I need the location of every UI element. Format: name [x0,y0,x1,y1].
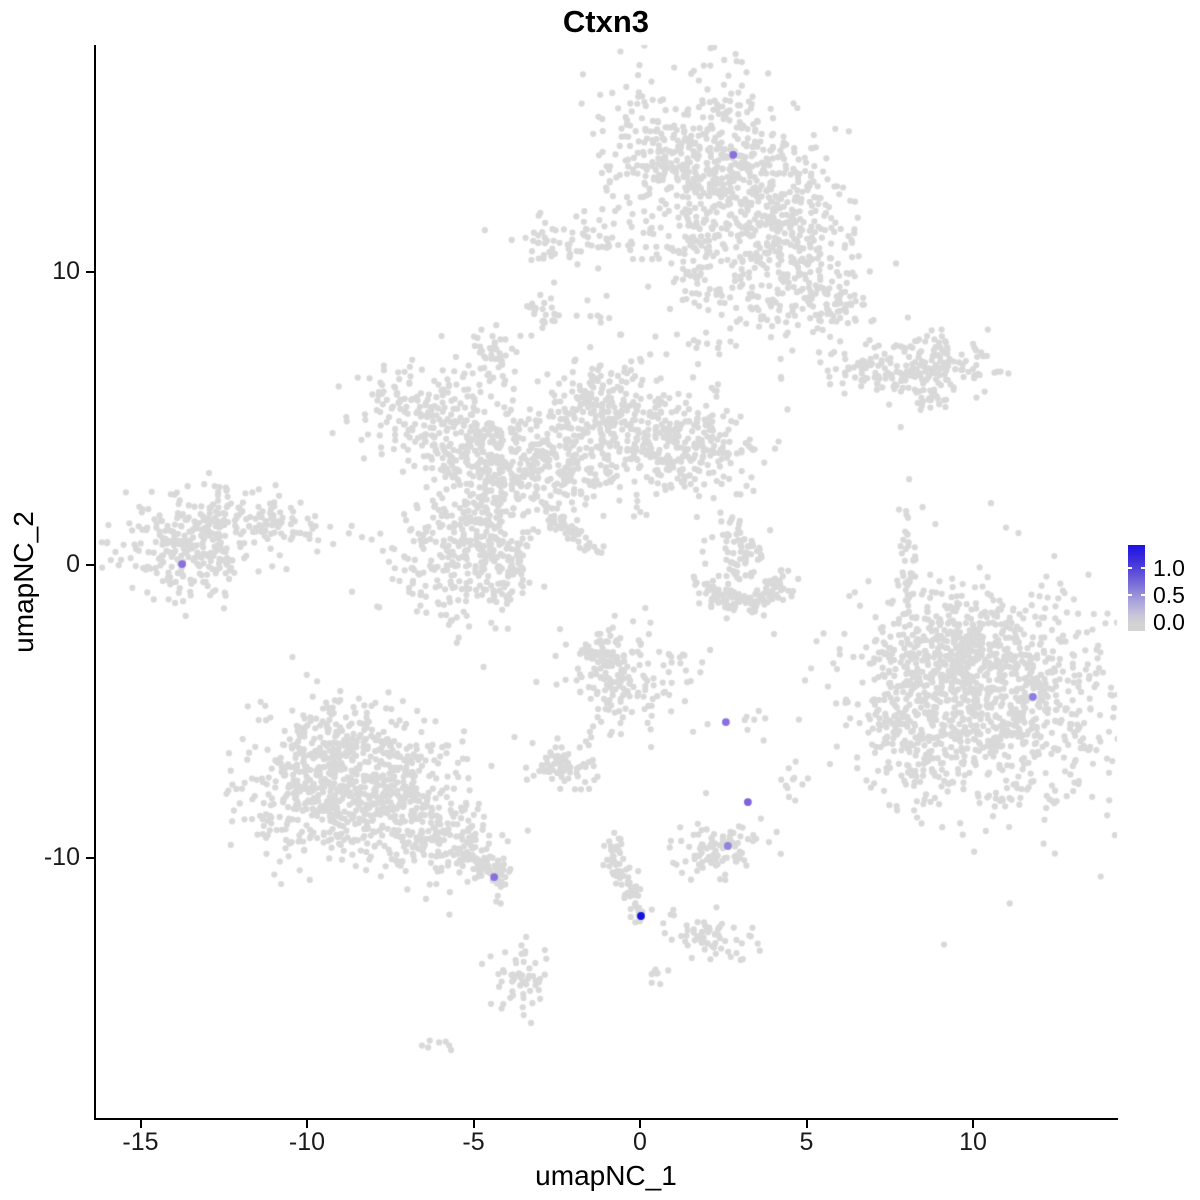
y-tick-label: 0 [66,550,80,578]
y-tick-mark [86,271,94,273]
legend-label-mid: 0.5 [1153,582,1185,608]
x-tick-mark [472,1120,475,1128]
x-tick-label: 5 [799,1128,814,1156]
legend-label-high: 1.0 [1153,555,1185,581]
x-axis-line [94,1118,1118,1120]
legend-tick [1141,594,1145,596]
legend-tick [1141,567,1145,569]
y-tick-mark [86,564,94,566]
legend-label-low: 0.0 [1153,609,1185,635]
y-tick-label: -10 [43,843,80,871]
expression-legend: 1.0 0.5 0.0 [1128,545,1200,637]
legend-tick [1128,594,1132,596]
x-axis-title: umapNC_1 [535,1160,677,1191]
y-tick-label: 10 [52,257,80,285]
x-tick-label: 0 [633,1128,647,1156]
plot-title: Ctxn3 [562,4,650,39]
x-tick-label: -5 [462,1128,485,1156]
x-tick-label: -15 [122,1128,159,1156]
legend-gradient-bar [1128,545,1145,631]
y-axis-line [94,45,96,1120]
legend-tick [1128,567,1132,569]
x-tick-mark [972,1120,974,1128]
y-tick-mark [86,857,94,859]
x-tick-label: -10 [288,1128,326,1156]
x-tick-mark [639,1120,641,1128]
x-tick-mark [805,1120,808,1128]
x-tick-mark [139,1120,142,1128]
x-tick-mark [306,1120,308,1128]
x-tick-label: 10 [959,1128,987,1156]
y-axis-title: umapNC_2 [8,511,39,653]
